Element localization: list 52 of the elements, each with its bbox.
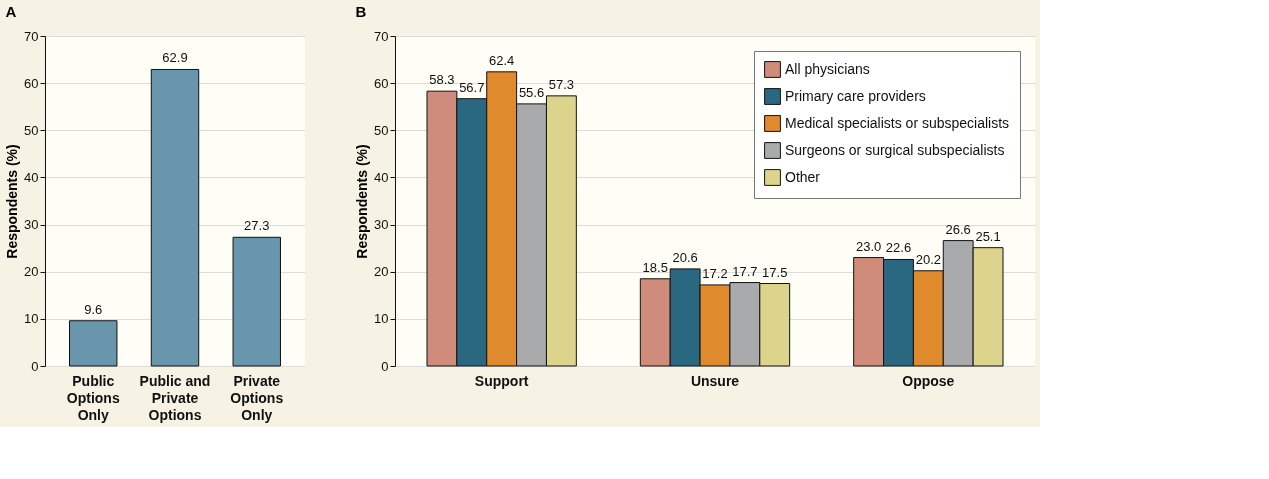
- data-label: 9.6: [84, 301, 103, 317]
- x-tick-label: Unsure: [690, 372, 740, 389]
- y-tick-label: 40: [374, 169, 389, 185]
- y-tick-label: 70: [24, 28, 39, 44]
- y-tick-label: 20: [24, 264, 39, 280]
- y-tick-label: 50: [374, 122, 389, 138]
- data-label: 62.9: [162, 50, 188, 66]
- data-label: 26.6: [945, 221, 971, 237]
- y-tick-label: 70: [374, 28, 389, 44]
- data-label: 17.5: [762, 264, 788, 280]
- legend-label: Primary care providers: [785, 87, 926, 104]
- data-label: 20.6: [672, 249, 698, 265]
- bar: [150, 68, 200, 367]
- y-tick-label: 60: [24, 75, 39, 91]
- x-tick-label: Public Options Only: [66, 372, 120, 423]
- x-tick-label: Public and Private Options: [139, 372, 211, 423]
- data-label: 18.5: [642, 259, 668, 275]
- y-axis-title: Respondents (%): [354, 144, 371, 259]
- x-tick-label: Oppose: [902, 372, 955, 389]
- y-tick-label: 60: [374, 75, 389, 91]
- x-tick-label: Private Options Only: [230, 372, 284, 423]
- y-tick-label: 40: [24, 169, 39, 185]
- y-tick-label: 10: [374, 311, 389, 327]
- y-tick-label: 30: [24, 217, 39, 233]
- data-label: 58.3: [429, 72, 455, 88]
- y-tick-label: 20: [374, 264, 389, 280]
- x-tick-label: Support: [474, 372, 529, 389]
- y-axis-title: Respondents (%): [4, 144, 21, 259]
- y-tick-label: 0: [381, 358, 389, 374]
- data-label: 55.6: [518, 84, 545, 100]
- legend-label: Medical specialists or subspecialists: [785, 114, 1010, 131]
- legend-label: All physicians: [785, 60, 870, 77]
- y-tick-label: 30: [374, 217, 389, 233]
- data-label: 17.2: [702, 265, 728, 281]
- legend-label: Other: [785, 168, 821, 185]
- data-label: 22.6: [885, 240, 912, 256]
- data-label: 56.7: [459, 79, 485, 95]
- y-tick-label: 0: [31, 358, 39, 374]
- data-label: 25.1: [975, 228, 1001, 244]
- y-tick-label: 50: [24, 122, 39, 138]
- bar: [69, 320, 118, 367]
- chart-title: B: [355, 3, 367, 20]
- data-label: 20.2: [915, 251, 941, 267]
- data-label: 62.4: [489, 52, 515, 68]
- data-label: 27.3: [244, 218, 270, 234]
- data-label: 17.7: [732, 263, 758, 279]
- data-label: 23.0: [855, 238, 882, 254]
- legend-label: Surgeons or surgical subspecialists: [785, 141, 1005, 158]
- y-tick-label: 10: [24, 311, 39, 327]
- chart-title: A: [5, 3, 17, 20]
- data-label: 57.3: [548, 76, 575, 92]
- bar: [232, 236, 281, 367]
